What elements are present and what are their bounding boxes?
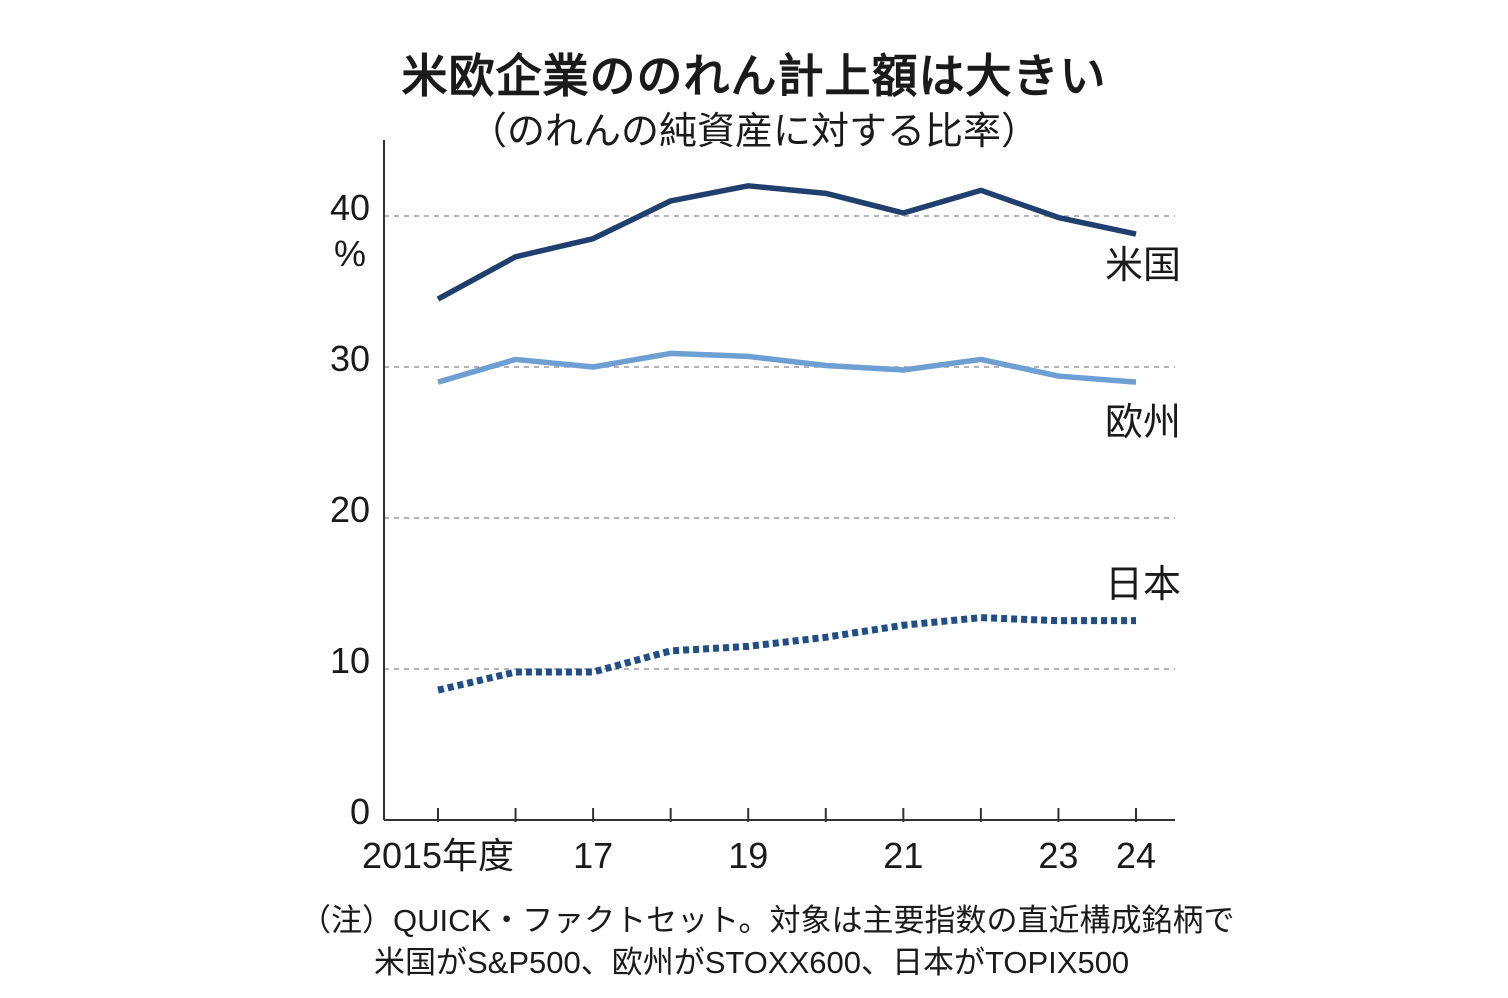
series-line-2 (437, 614, 1136, 694)
x-tick-label-2021: 21 (883, 835, 923, 876)
y-tick-label-10: 10 (330, 640, 370, 681)
x-tick-label-2024: 24 (1116, 835, 1156, 876)
footnote: （注）QUICK・ファクトセット。対象は主要指数の直近構成銘柄で 米国がS&P5… (300, 900, 1235, 984)
y-tick-label-20: 20 (330, 489, 370, 530)
y-tick-label-0: 0 (350, 791, 370, 832)
x-tick-label-2023: 23 (1038, 835, 1078, 876)
x-tick-label-2015: 2015年度 (362, 835, 514, 876)
series-line-1 (437, 350, 1137, 385)
x-tick-label-2017: 17 (573, 835, 613, 876)
series-label-1: 欧州 (1105, 400, 1181, 444)
y-tick-label-30: 30 (330, 338, 370, 379)
chart-subtitle: （のれんの純資産に対する比率） (468, 109, 1039, 153)
series-label-2: 日本 (1105, 562, 1181, 606)
footnote-line-1: （注）QUICK・ファクトセット。対象は主要指数の直近構成銘柄で (300, 903, 1235, 938)
series-label-0: 米国 (1105, 243, 1181, 287)
series-line-0 (436, 183, 1137, 302)
chart-title: 米欧企業ののれん計上額は大きい (401, 49, 1107, 103)
footnote-line-2: 米国がS&P500、欧州がSTOXX600、日本がTOPIX500 (374, 945, 1130, 980)
y-unit-label: % (334, 233, 366, 274)
x-tick-label-2019: 19 (728, 835, 768, 876)
y-tick-label-40: 40 (330, 187, 370, 228)
